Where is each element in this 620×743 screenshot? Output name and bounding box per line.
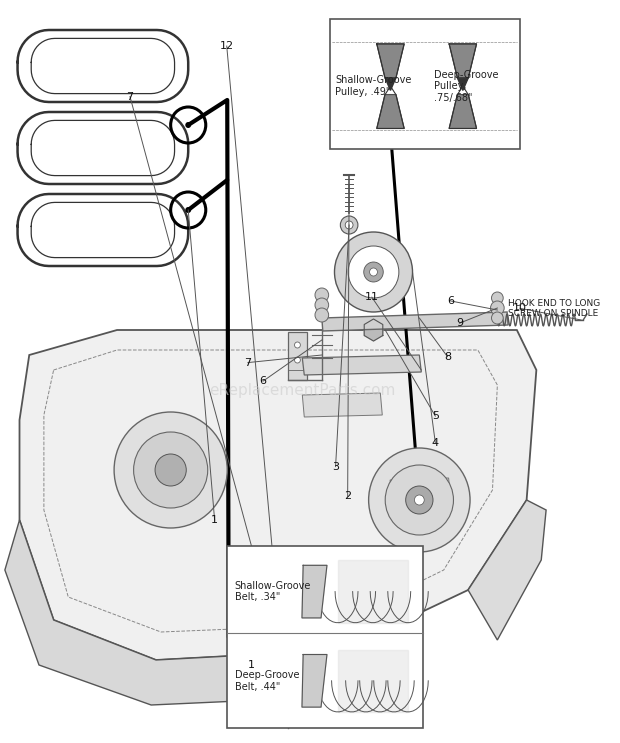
Polygon shape [329, 19, 520, 149]
Circle shape [385, 465, 453, 535]
Circle shape [490, 301, 504, 315]
Circle shape [315, 298, 329, 312]
Text: Deep-Groove
Belt, .44": Deep-Groove Belt, .44" [234, 670, 299, 692]
Polygon shape [364, 319, 383, 341]
Text: 2: 2 [344, 491, 351, 502]
Text: 3: 3 [332, 461, 339, 472]
Circle shape [279, 671, 296, 689]
Circle shape [364, 262, 383, 282]
Text: HOOK END TO LONG
SCREW ON SPINDLE: HOOK END TO LONG SCREW ON SPINDLE [508, 299, 600, 318]
Circle shape [294, 342, 300, 348]
Polygon shape [450, 94, 477, 129]
Circle shape [492, 312, 503, 324]
Polygon shape [390, 478, 451, 500]
Circle shape [133, 432, 208, 508]
Circle shape [345, 221, 353, 229]
Circle shape [340, 216, 358, 234]
Text: eReplacementParts.com: eReplacementParts.com [209, 383, 396, 398]
Circle shape [370, 268, 378, 276]
Circle shape [155, 454, 186, 486]
Polygon shape [288, 332, 307, 380]
Circle shape [294, 357, 300, 363]
Polygon shape [19, 330, 536, 660]
Polygon shape [302, 565, 327, 618]
Polygon shape [377, 44, 404, 78]
Polygon shape [322, 312, 508, 331]
Polygon shape [303, 355, 422, 375]
Polygon shape [458, 78, 468, 91]
Text: 10: 10 [513, 303, 527, 314]
Text: 12: 12 [219, 41, 234, 51]
Circle shape [114, 412, 227, 528]
Text: 9: 9 [456, 318, 463, 328]
Text: 11: 11 [365, 292, 379, 302]
Circle shape [405, 486, 433, 514]
Polygon shape [468, 500, 546, 640]
Polygon shape [302, 655, 327, 707]
Text: 5: 5 [432, 411, 439, 421]
Text: 1: 1 [247, 660, 254, 670]
Circle shape [492, 292, 503, 304]
Circle shape [185, 207, 191, 213]
Polygon shape [377, 94, 404, 129]
Polygon shape [385, 78, 396, 91]
Text: Shallow-Groove
Pulley, .49": Shallow-Groove Pulley, .49" [335, 75, 412, 97]
Polygon shape [338, 560, 408, 623]
Text: 7: 7 [244, 357, 252, 368]
Polygon shape [5, 520, 371, 705]
Text: Deep-Groove
Pulley,
.75/.68": Deep-Groove Pulley, .75/.68" [434, 70, 498, 103]
Circle shape [348, 246, 399, 298]
Text: 1: 1 [211, 515, 218, 525]
Circle shape [284, 676, 291, 684]
Polygon shape [303, 393, 383, 417]
Text: 8: 8 [444, 351, 451, 362]
Text: 7: 7 [126, 91, 133, 102]
Polygon shape [450, 44, 477, 78]
Circle shape [315, 288, 329, 302]
Polygon shape [338, 649, 408, 712]
Text: 6: 6 [260, 376, 267, 386]
Circle shape [185, 122, 191, 128]
Polygon shape [227, 546, 423, 728]
Circle shape [315, 308, 329, 322]
Circle shape [335, 232, 412, 312]
Circle shape [414, 495, 424, 505]
Circle shape [369, 448, 470, 552]
Text: 6: 6 [447, 296, 454, 306]
Text: 4: 4 [432, 438, 439, 448]
Text: Shallow-Groove
Belt, .34": Shallow-Groove Belt, .34" [234, 581, 311, 603]
